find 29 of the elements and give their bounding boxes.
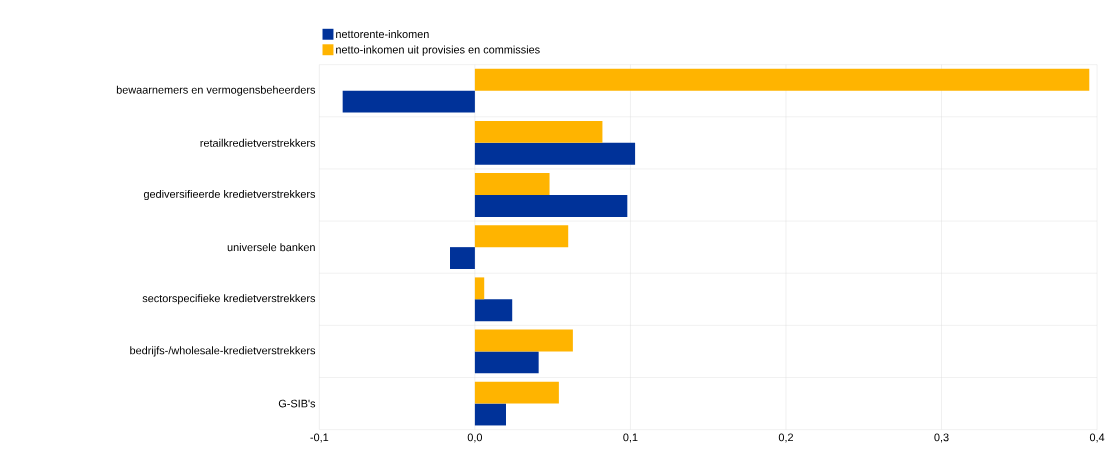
- bar: [474, 69, 1090, 91]
- y-tick-label: bewaarnemers en vermogensbeheerders: [116, 85, 316, 97]
- bar: [474, 381, 559, 404]
- y-tick-label: universele banken: [227, 243, 315, 252]
- x-tick-label: 0,0: [467, 433, 483, 443]
- bar: [474, 299, 513, 322]
- x-tick-label: -0,1: [310, 433, 329, 443]
- bar: [474, 121, 603, 144]
- x-tick-label: 0,3: [934, 433, 949, 443]
- bar: [474, 195, 628, 218]
- bar: [474, 329, 573, 352]
- y-tick-label: retailkredietverstrekkers: [200, 139, 316, 148]
- x-tick-label: 0,1: [623, 433, 638, 443]
- legend-label: netto-inkomen uit provisies en commissies: [336, 45, 540, 56]
- y-tick-label: gediversifieerde kredietverstrekkers: [143, 190, 316, 201]
- y-tick-label: sectorspecifieke kredietverstrekkers: [142, 294, 316, 305]
- bar: [474, 403, 506, 426]
- bar: [474, 173, 550, 196]
- bar: [450, 247, 475, 270]
- x-tick-label: 0,2: [778, 433, 794, 443]
- legend-label: nettorente-inkomen: [336, 30, 429, 39]
- bar: [474, 225, 569, 248]
- bar: [474, 351, 539, 374]
- bar: [474, 143, 636, 165]
- bar: [342, 90, 475, 113]
- y-tick-label: G-SIB's: [278, 399, 316, 408]
- x-tick-label: 0,4: [1089, 433, 1105, 443]
- y-tick-label: bedrijfs-/wholesale-kredietverstrekkers: [130, 346, 316, 357]
- bar: [474, 277, 485, 300]
